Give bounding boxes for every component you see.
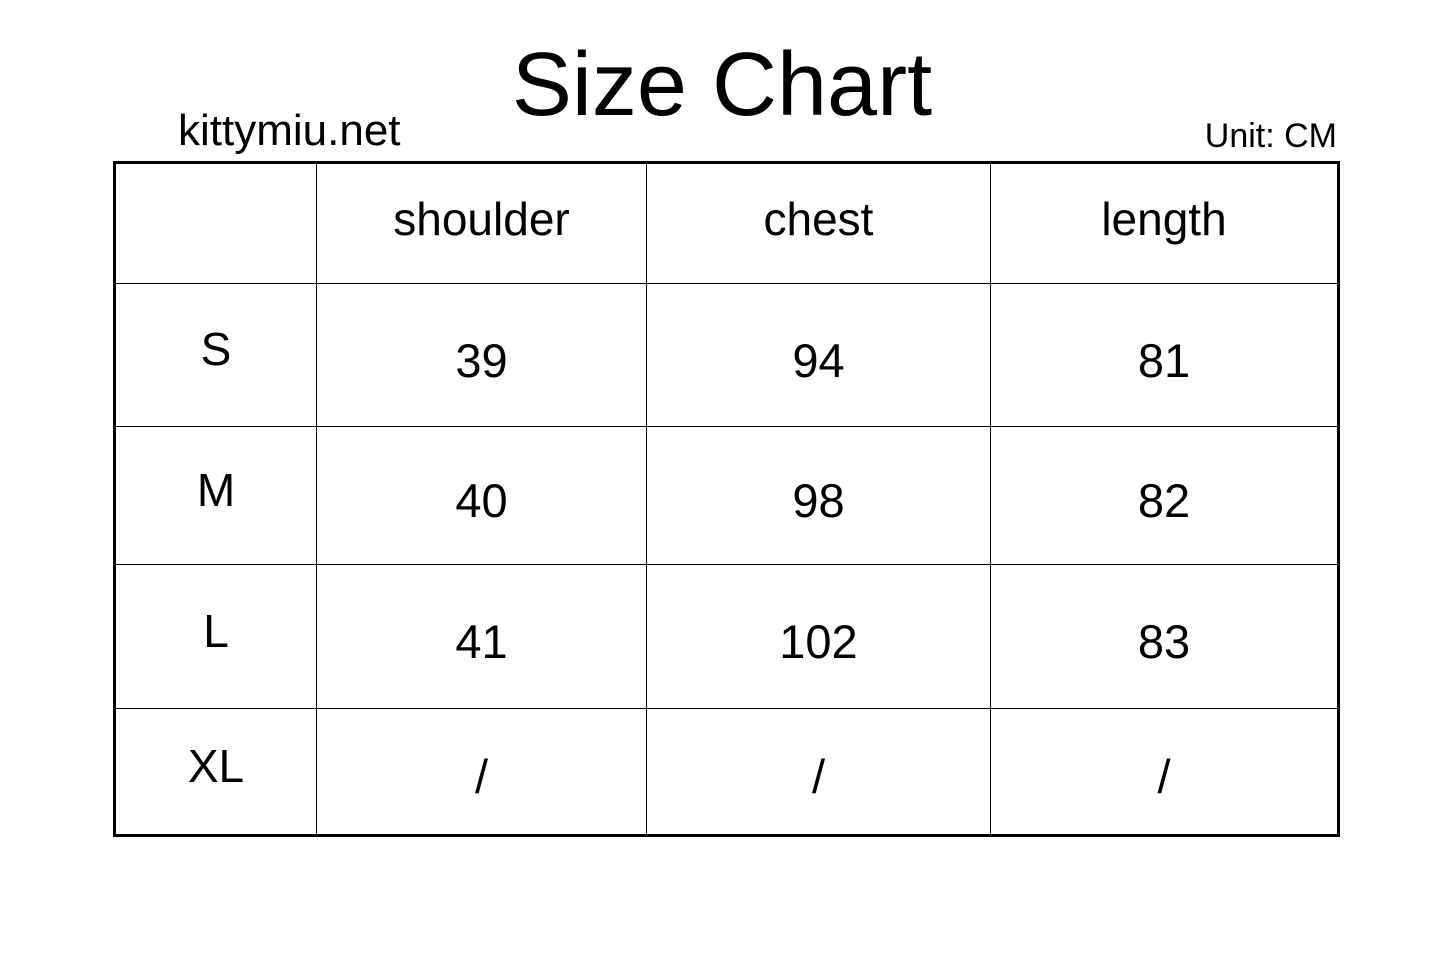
value-cell: / [646,708,991,836]
value-cell: / [990,708,1339,836]
value-cell: 81 [990,283,1339,427]
value-cell: 39 [316,283,647,427]
value-cell: 94 [646,283,991,427]
header-cell-chest: chest [646,162,991,284]
table-row: L 41 102 83 [114,564,1339,709]
unit-label: Unit: CM [1204,117,1337,155]
value-cell: 82 [990,426,1339,565]
table-row: S 39 94 81 [114,283,1339,427]
value-cell: 41 [316,564,647,709]
size-cell: XL [114,708,317,836]
size-cell: S [114,283,317,427]
value-cell: 98 [646,426,991,565]
brand-label: kittymiu.net [178,106,401,155]
header-cell-empty [114,162,317,284]
header-cell-length: length [990,162,1339,284]
header-cell-shoulder: shoulder [316,162,647,284]
value-cell: 83 [990,564,1339,709]
value-cell: / [316,708,647,836]
header-row: shoulder chest length [114,162,1339,284]
value-cell: 40 [316,426,647,565]
page-title: Size Chart [511,35,933,135]
size-table: shoulder chest length S 39 94 81 M 40 98… [113,161,1340,837]
size-cell: M [114,426,317,565]
value-cell: 102 [646,564,991,709]
size-cell: L [114,564,317,709]
table-row: XL / / / [114,708,1339,836]
table-row: M 40 98 82 [114,426,1339,565]
